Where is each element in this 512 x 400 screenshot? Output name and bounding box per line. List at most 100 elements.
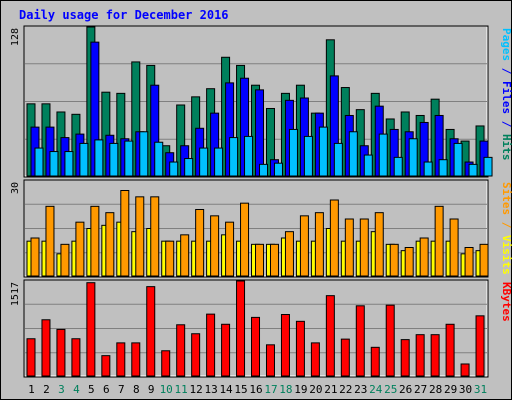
x-tick-label: 12 bbox=[190, 383, 203, 396]
bar-pages bbox=[273, 162, 283, 177]
bar-pages bbox=[468, 163, 478, 177]
bar-pages bbox=[408, 138, 418, 177]
bar-pages bbox=[94, 139, 104, 177]
bar-sites bbox=[180, 234, 190, 277]
bar-sites bbox=[135, 196, 145, 277]
x-tick-label: 27 bbox=[414, 383, 427, 396]
bar-kbytes bbox=[280, 314, 290, 377]
bar-pages bbox=[154, 141, 164, 177]
bar-pages bbox=[303, 135, 313, 177]
bar-sites bbox=[60, 243, 70, 277]
bar-sites bbox=[105, 212, 115, 277]
bar-pages bbox=[214, 147, 224, 177]
x-tick-label: 9 bbox=[148, 383, 155, 396]
bar-sites bbox=[225, 221, 235, 277]
x-tick-label: 11 bbox=[175, 383, 188, 396]
bar-pages bbox=[423, 161, 433, 177]
legend-entry: Visits bbox=[500, 228, 512, 274]
bar-kbytes bbox=[385, 304, 395, 377]
bar-sites bbox=[479, 243, 489, 277]
bar-pages bbox=[169, 161, 179, 177]
bar-pages bbox=[49, 151, 59, 177]
x-axis: 1 2 3 4 5 6 7 8 9 10 11 12 13 14 15 16 17 18 19 20 21 22 23 24 2… bbox=[28, 383, 487, 396]
bar-pages bbox=[184, 158, 194, 177]
bar-pages bbox=[318, 126, 328, 177]
bar-kbytes bbox=[251, 316, 261, 377]
bar-kbytes bbox=[116, 342, 126, 377]
x-tick-label: 31 bbox=[474, 383, 487, 396]
bar-sites bbox=[464, 247, 474, 277]
x-tick-label: 13 bbox=[204, 383, 217, 396]
bar-kbytes bbox=[265, 344, 275, 377]
bar-sites bbox=[150, 196, 160, 277]
bar-sites bbox=[165, 240, 175, 277]
legend-label: Pages / Files / Hits bbox=[500, 28, 512, 161]
bar-sites bbox=[120, 190, 130, 277]
x-tick-label: 25 bbox=[384, 383, 397, 396]
bar-pages bbox=[109, 142, 119, 177]
bar-sites bbox=[434, 205, 444, 277]
bar-sites bbox=[210, 215, 220, 277]
bar-sites bbox=[30, 237, 40, 277]
bar-pages bbox=[139, 131, 149, 177]
y-max-label: 128 bbox=[10, 28, 21, 46]
x-tick-label: 22 bbox=[339, 383, 352, 396]
bar-sites bbox=[374, 212, 384, 277]
legend-entry: / bbox=[500, 61, 512, 75]
bar-pages bbox=[244, 135, 254, 177]
bar-pages bbox=[124, 140, 134, 177]
bar-kbytes bbox=[236, 280, 246, 377]
bar-sites bbox=[195, 209, 205, 277]
x-tick-label: 5 bbox=[88, 383, 95, 396]
y-max-label: 1517 bbox=[10, 282, 21, 306]
bar-kbytes bbox=[295, 320, 305, 377]
legend-entry: / bbox=[500, 114, 512, 128]
bar-kbytes bbox=[206, 313, 216, 377]
bar-kbytes bbox=[71, 338, 81, 377]
bar-pages bbox=[453, 142, 463, 177]
x-tick-label: 4 bbox=[73, 383, 80, 396]
bar-pages bbox=[79, 142, 89, 177]
bar-sites bbox=[255, 243, 265, 277]
series-kbytes bbox=[26, 280, 485, 377]
bar-kbytes bbox=[355, 305, 365, 377]
bar-kbytes bbox=[86, 282, 96, 377]
legend-entry: / bbox=[500, 215, 512, 229]
bar-pages bbox=[34, 147, 44, 177]
x-tick-label: 28 bbox=[429, 383, 442, 396]
bar-pages bbox=[259, 163, 269, 177]
legend-entry: Files bbox=[500, 74, 512, 114]
bar-files bbox=[255, 89, 265, 177]
bar-pages bbox=[438, 159, 448, 177]
x-tick-label: 15 bbox=[234, 383, 247, 396]
legend-entry: Hits bbox=[500, 127, 512, 160]
bar-kbytes bbox=[26, 338, 36, 377]
bar-sites bbox=[90, 205, 100, 277]
x-tick-label: 20 bbox=[309, 383, 322, 396]
bar-pages bbox=[288, 128, 298, 177]
y-max-label: 30 bbox=[10, 182, 21, 194]
bar-kbytes bbox=[370, 346, 380, 377]
bar-kbytes bbox=[176, 324, 186, 377]
bar-sites bbox=[329, 199, 339, 277]
x-tick-label: 14 bbox=[219, 383, 233, 396]
legend-entry: Sites bbox=[500, 182, 512, 215]
bar-sites bbox=[269, 243, 279, 277]
bar-pages bbox=[363, 154, 373, 177]
bar-sites bbox=[299, 215, 309, 277]
bar-pages bbox=[483, 156, 493, 177]
bar-kbytes bbox=[445, 323, 455, 377]
legend-entry: Pages bbox=[500, 28, 512, 61]
series-sites bbox=[30, 190, 489, 277]
bar-kbytes bbox=[430, 334, 440, 377]
bar-kbytes bbox=[146, 286, 156, 377]
x-tick-label: 10 bbox=[160, 383, 173, 396]
panel-kbytes: 1517 KBytes bbox=[10, 279, 512, 378]
x-tick-label: 23 bbox=[354, 383, 367, 396]
page-title: Daily usage for December 2016 bbox=[19, 8, 229, 22]
bar-pages bbox=[64, 151, 74, 177]
x-tick-label: 17 bbox=[264, 383, 277, 396]
legend-label: Sites / Visits bbox=[500, 182, 512, 275]
bar-kbytes bbox=[101, 355, 111, 377]
